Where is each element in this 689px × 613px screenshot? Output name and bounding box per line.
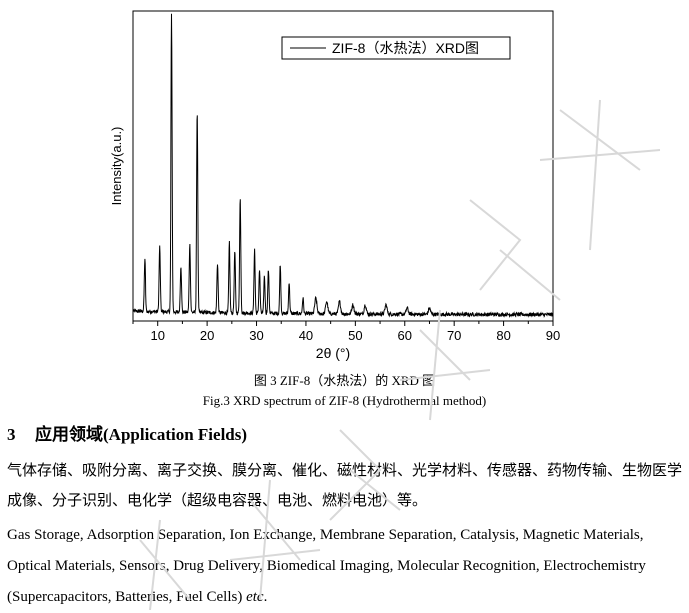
figure-caption-cn: 图 3 ZIF-8（水热法）的 XRD 图 [253, 373, 436, 388]
x-tick-label: 70 [447, 328, 461, 343]
x-tick-label: 90 [546, 328, 560, 343]
x-tick-label: 80 [496, 328, 510, 343]
section-heading: 3 应用领域(Application Fields) [7, 424, 247, 446]
xrd-figure: 10 20 30 40 50 60 70 80 90 Intensity(a.u.) 2θ (°… [109, 10, 560, 361]
y-axis-label: Intensity(a.u.) [109, 127, 124, 206]
x-axis-label: 2θ (°) [316, 345, 350, 361]
x-tick-label: 20 [200, 328, 214, 343]
legend: ZIF-8（水热法）XRD图 [281, 36, 511, 60]
x-axis-ticks: 10 20 30 40 50 60 70 80 90 [132, 321, 560, 343]
legend-box [281, 36, 511, 60]
paragraph-en-text: Gas Storage, Adsorption Separation, Ion … [7, 527, 646, 605]
x-tick-label: 50 [348, 328, 362, 343]
x-tick-label: 60 [398, 328, 412, 343]
legend-label: ZIF-8（水热法）XRD图 [332, 40, 479, 56]
x-tick-label: 30 [249, 328, 263, 343]
section-title: 应用领域(Application Fields) [35, 425, 248, 444]
x-tick-label: 40 [299, 328, 313, 343]
x-tick-label: 10 [150, 328, 164, 343]
figure-caption-en: Fig.3 XRD spectrum of ZIF-8 (Hydrotherma… [202, 393, 487, 408]
paragraph-en-etc: etc [246, 589, 264, 605]
section-number: 3 [7, 425, 16, 444]
paragraph-en: Gas Storage, Adsorption Separation, Ion … [7, 527, 646, 605]
paragraph-cn: 气体存储、吸附分离、离子交换、膜分离、催化、磁性材料、光学材料、传感器、药物传输… [7, 463, 683, 509]
